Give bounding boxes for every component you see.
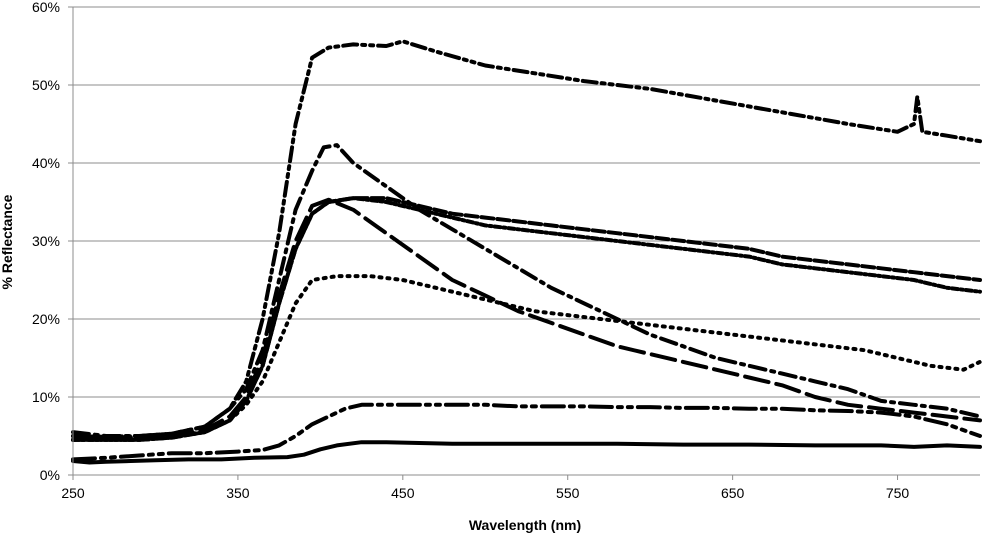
series-line-2 (71, 143, 982, 438)
x-tick-label: 650 (721, 485, 745, 501)
series-lines (71, 39, 982, 465)
series-line-3 (71, 197, 982, 440)
y-tick-label: 50% (32, 77, 60, 93)
y-tick-label: 60% (32, 0, 60, 15)
y-tick-labels: 0% 10% 20% 30% 40% 50% 60% (32, 0, 60, 483)
series-line-6 (71, 274, 982, 442)
y-tick-label: 20% (32, 311, 60, 327)
series-line-1 (71, 39, 982, 439)
x-tick-label: 250 (61, 485, 85, 501)
y-tick-label: 40% (32, 155, 60, 171)
y-tick-label: 0% (40, 467, 60, 483)
y-tick-label: 10% (32, 389, 60, 405)
y-axis-title: % Reflectance (0, 194, 15, 289)
series-line-8 (71, 440, 982, 465)
x-tick-labels: 250 350 450 550 650 750 (61, 485, 909, 501)
x-tick-label: 750 (886, 485, 910, 501)
x-tick-label: 450 (391, 485, 415, 501)
axes (68, 6, 980, 480)
series-line-7 (71, 402, 982, 462)
x-tick-label: 350 (226, 485, 250, 501)
gridlines (73, 6, 980, 398)
x-axis-title: Wavelength (nm) (469, 517, 581, 533)
y-tick-label: 30% (32, 233, 60, 249)
x-tick-label: 550 (556, 485, 580, 501)
